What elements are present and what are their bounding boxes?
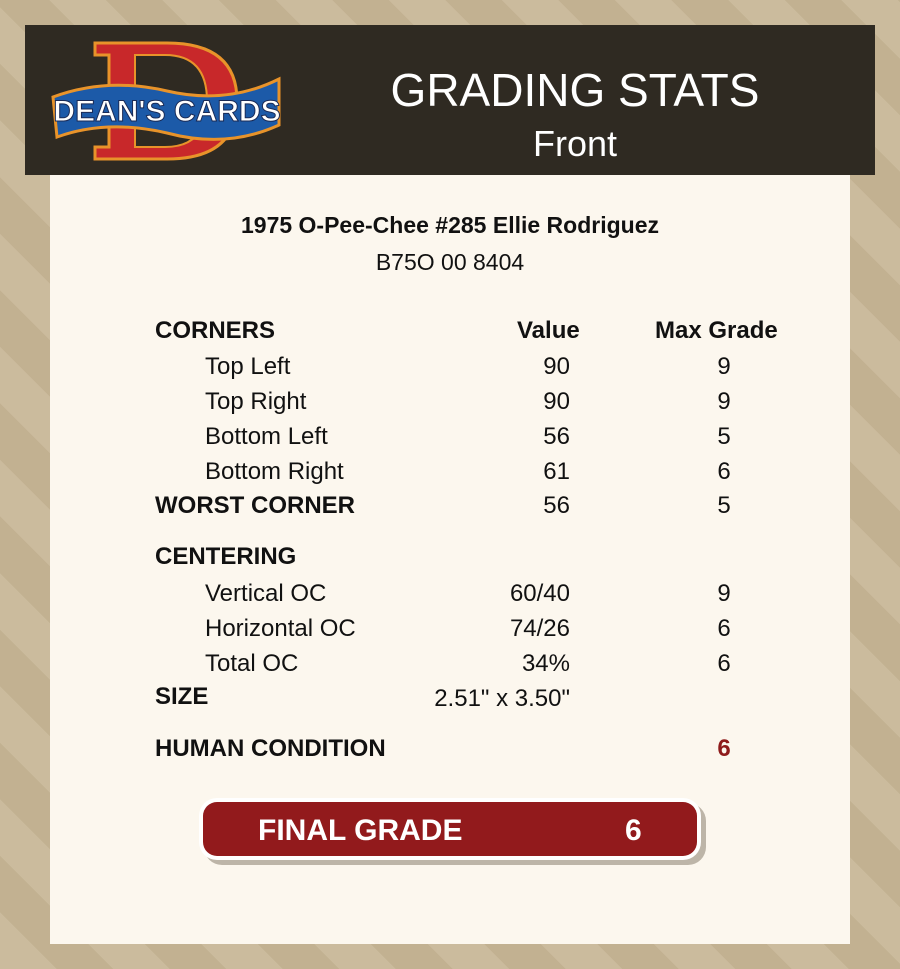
corner-value: 90 [543,353,570,380]
final-grade-badge: FINAL GRADE 6 [199,798,701,860]
human-condition-value: 6 [717,735,731,762]
centering-max: 9 [717,580,731,607]
value-header: Value [517,317,580,344]
card-id: B75O 00 8404 [375,249,525,275]
corner-max: 9 [717,353,731,380]
worst-corner-max: 5 [717,492,731,519]
centering-heading: CENTERING [155,543,297,570]
corner-value: 90 [543,388,570,415]
corner-label: Bottom Left [205,423,328,450]
corner-label: Bottom Right [205,458,344,485]
corner-label: Top Right [205,388,307,415]
final-grade-label: FINAL GRADE [258,814,463,847]
corner-max: 9 [717,388,731,415]
page-title: GRADING STATS [390,64,760,116]
centering-value: 34% [521,650,570,677]
corner-value: 61 [543,458,570,485]
centering-max: 6 [717,615,731,642]
human-condition-label: HUMAN CONDITION [155,735,386,762]
centering-label: Vertical OC [205,580,327,607]
deans-cards-logo: DEAN'S CARDS [51,41,281,161]
centering-label: Horizontal OC [205,615,356,642]
corner-max: 6 [717,458,731,485]
size-label: SIZE [155,683,209,710]
max-grade-header: Max Grade [655,317,778,344]
card-name: 1975 O-Pee-Chee #285 Ellie Rodriguez [240,212,659,238]
corners-heading: CORNERS [155,317,276,344]
page-subtitle: Front [532,123,618,164]
centering-value: 74/26 [509,615,570,642]
svg-text:DEAN'S CARDS: DEAN'S CARDS [53,95,280,128]
worst-corner-value: 56 [543,492,570,519]
size-value: 2.51" x 3.50" [434,685,570,712]
corner-label: Top Left [205,353,291,380]
header: DEAN'S CARDS GRADING STATS Front [25,25,875,175]
corner-value: 56 [543,423,570,450]
centering-max: 6 [717,650,731,677]
worst-corner-label: WORST CORNER [155,492,355,519]
corner-max: 5 [717,423,731,450]
centering-label: Total OC [205,650,299,677]
centering-value: 60/40 [509,580,570,607]
final-grade-value: 6 [625,814,642,847]
